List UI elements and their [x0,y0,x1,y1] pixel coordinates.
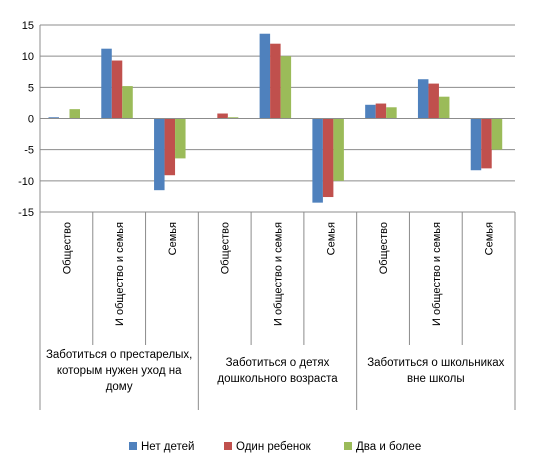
group-label-line: которым нужен уход на [57,365,182,377]
bar [375,103,387,119]
bar [491,118,503,150]
y-tick-label: -10 [18,176,34,188]
bar [48,117,59,119]
group-label-line: дошкольного возраста [217,373,338,385]
group-label-line: Заботиться о детях [226,357,330,369]
bar [111,60,123,119]
bar [312,118,323,203]
category-label: Семья [167,222,179,255]
group-label-line: вне школы [407,373,465,385]
category-label: Семья [325,222,337,255]
y-tick-label: -15 [18,207,34,219]
y-tick-label: 15 [22,20,34,32]
bar [122,86,133,119]
group-label-line: дому [106,381,133,393]
y-tick-label: 10 [22,51,34,63]
bar [259,33,271,119]
bar [365,104,376,119]
bar [386,107,397,119]
legend: Нет детей Один ребенок Два и более [129,441,421,453]
bar [333,118,344,181]
bar [438,96,450,119]
y-tick-label: 5 [28,82,34,94]
legend-swatch [224,442,232,450]
y-axis: 15 10 5 0 -5 -10 -15 [18,20,41,219]
legend-label: Один ребенок [236,441,312,453]
bar [428,83,439,119]
y-tick-label: -5 [24,145,34,157]
bar [481,118,492,169]
x-axis: Общество И общество и семья Семья Заботитьс… [39,212,516,410]
legend-label: Два и более [356,441,421,453]
bar [270,43,281,119]
category-label: И общество и семья [273,222,285,326]
category-label: И общество и семья [431,222,443,326]
bar [470,118,482,171]
bar [217,113,228,119]
group-label-line: Заботиться о престарелых, [46,349,192,361]
bar [164,118,176,176]
bar [154,118,165,191]
category-label: Семья [484,222,496,255]
bar [322,118,334,198]
legend-swatch [344,442,352,450]
bar [101,48,112,119]
category-label: Общество [220,222,232,274]
category-label: Общество [378,222,390,274]
legend-label: Нет детей [141,441,194,453]
bar [417,79,429,119]
category-label: Общество [61,222,73,274]
legend-swatch [129,442,137,450]
y-tick-label: 0 [28,114,34,126]
bar [227,117,239,119]
bar [280,56,292,119]
bar [69,109,80,119]
bar [175,118,186,159]
group-label-line: Заботиться о школьниках [367,357,504,369]
category-label: И общество и семья [114,222,126,326]
bars [40,33,515,203]
